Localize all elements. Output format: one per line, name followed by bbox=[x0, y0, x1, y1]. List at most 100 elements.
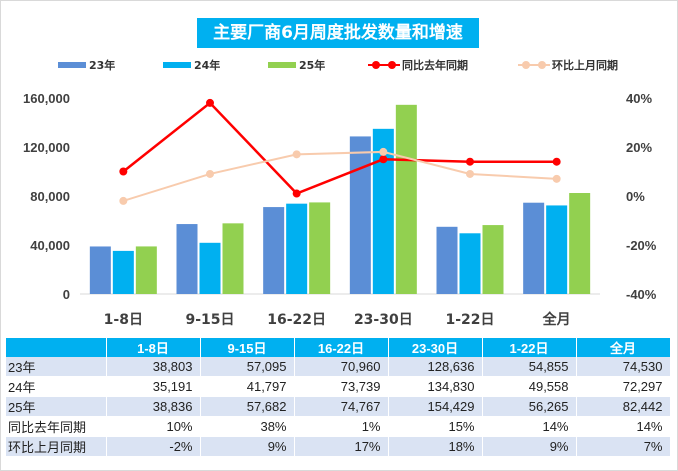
x-tick-label: 全月 bbox=[542, 311, 571, 328]
line-环比上月同期 bbox=[123, 150, 557, 202]
y-left-tick-label: 80,000 bbox=[30, 189, 70, 204]
bar-23年-9-15日 bbox=[176, 224, 198, 294]
legend-swatch-23 bbox=[58, 62, 86, 68]
table-row: 25年 38,836 57,682 74,767 154,429 56,265 … bbox=[6, 396, 671, 417]
table-cell: 41,797 bbox=[200, 376, 295, 397]
legend-item-25: 25年 bbox=[268, 55, 325, 75]
table-row: 24年 35,191 41,797 73,739 134,830 49,558 … bbox=[6, 376, 671, 397]
y-right-tick-label: 0% bbox=[626, 189, 645, 204]
table-cell: 54,855 bbox=[482, 357, 577, 377]
table-cell: 35,191 bbox=[106, 376, 201, 397]
x-axis-labels: 1-8日 9-15日 16-22日 23-30日 1-22日 全月 bbox=[104, 311, 571, 328]
table-cell: 14% bbox=[576, 416, 671, 437]
table-cell: 128,636 bbox=[388, 357, 483, 377]
legend-swatch-yoy bbox=[368, 59, 400, 71]
table-header-cell: 1-8日 bbox=[106, 338, 201, 357]
table-row-label: 24年 bbox=[6, 376, 107, 397]
bar-25年-16-22日 bbox=[309, 202, 331, 294]
table-cell: 9% bbox=[200, 436, 295, 457]
table-cell: 82,442 bbox=[576, 396, 671, 417]
y-right-tick-label: 40% bbox=[626, 91, 652, 106]
table-cell: 49,558 bbox=[482, 376, 577, 397]
table-cell: 74,530 bbox=[576, 357, 671, 377]
table-cell: 18% bbox=[388, 436, 483, 457]
bar-24年-23-30日 bbox=[372, 128, 394, 294]
point-环比上月同期-1-8日 bbox=[119, 196, 128, 205]
point-环比上月同期-9-15日 bbox=[206, 169, 214, 178]
point-同比去年同期-23-30日 bbox=[379, 155, 388, 164]
combo-chart: 0 40,000 80,000 120,000 160,000 -40% -20% 0% 20… bbox=[23, 91, 657, 328]
legend-label-yoy: 同比去年同期 bbox=[402, 59, 468, 72]
bar-24年-16-22日 bbox=[286, 203, 308, 294]
x-tick-label: 16-22日 bbox=[267, 312, 326, 328]
bar-24年-9-15日 bbox=[199, 242, 221, 294]
point-同比去年同期-1-22日 bbox=[466, 157, 474, 166]
bar-24年-1-22日 bbox=[459, 233, 481, 294]
legend-label-25: 25年 bbox=[299, 59, 326, 72]
table-row: 环比上月同期 -2% 9% 17% 18% 9% 7% bbox=[6, 436, 671, 457]
bar-23年-1-22日 bbox=[436, 226, 458, 294]
table-row-label: 23年 bbox=[6, 357, 107, 377]
data-table: 1-8日 9-15日 16-22日 23-30日 1-22日 全月 23年 38… bbox=[6, 338, 671, 457]
table-cell: 38,836 bbox=[106, 396, 201, 417]
bar-25年-1-8日 bbox=[135, 246, 157, 294]
line-同比去年同期 bbox=[122, 101, 557, 196]
point-同比去年同期-1-8日 bbox=[119, 167, 128, 176]
table-header-corner bbox=[6, 338, 107, 357]
legend-item-yoy: 同比去年同期 bbox=[368, 55, 468, 75]
x-tick-label: 1-8日 bbox=[104, 312, 143, 328]
table-cell: 38% bbox=[200, 416, 295, 437]
y-left-tick-label: 40,000 bbox=[30, 238, 70, 253]
table-header-cell: 23-30日 bbox=[388, 338, 483, 357]
table-cell: 154,429 bbox=[388, 396, 483, 417]
y-right-tick-label: -20% bbox=[626, 238, 657, 253]
point-环比上月同期-全月 bbox=[552, 174, 561, 183]
table-cell: 72,297 bbox=[576, 376, 671, 397]
x-tick-label: 1-22日 bbox=[445, 312, 494, 328]
table-cell: 10% bbox=[106, 416, 201, 437]
chart-title: 主要厂商6月周度批发数量和增速 bbox=[197, 18, 479, 48]
table-row: 同比去年同期 10% 38% 1% 15% 14% 14% bbox=[6, 416, 671, 437]
legend-item-24: 24年 bbox=[163, 55, 220, 75]
legend-label-24: 24年 bbox=[194, 59, 221, 72]
bar-23年-16-22日 bbox=[263, 207, 285, 294]
point-环比上月同期-23-30日 bbox=[379, 147, 388, 156]
y-left-tick-label: 0 bbox=[63, 287, 70, 302]
legend-item-23: 23年 bbox=[58, 55, 115, 75]
lines bbox=[119, 98, 561, 205]
bar-24年-全月 bbox=[546, 205, 568, 294]
table-cell: 9% bbox=[482, 436, 577, 457]
chart-legend: 23年 24年 25年 同比去年同期 环比上月同期 bbox=[0, 55, 678, 75]
bar-23年-1-8日 bbox=[89, 246, 111, 294]
table-header-cell: 1-22日 bbox=[482, 338, 577, 357]
point-同比去年同期-9-15日 bbox=[206, 98, 214, 107]
table-cell: 73,739 bbox=[294, 376, 389, 397]
bars bbox=[89, 104, 591, 294]
legend-label-mom: 环比上月同期 bbox=[552, 59, 618, 72]
table-cell: 7% bbox=[576, 436, 671, 457]
table-cell: 57,095 bbox=[200, 357, 295, 377]
table-header-cell: 9-15日 bbox=[200, 338, 295, 357]
table-cell: 134,830 bbox=[388, 376, 483, 397]
bar-25年-全月 bbox=[569, 193, 591, 294]
y-right-tick-label: -40% bbox=[626, 287, 657, 302]
point-同比去年同期-16-22日 bbox=[292, 189, 301, 198]
y-left-tick-label: 160,000 bbox=[23, 91, 70, 106]
bar-25年-9-15日 bbox=[222, 223, 244, 294]
table-row-label: 环比上月同期 bbox=[6, 436, 107, 457]
legend-item-mom: 环比上月同期 bbox=[518, 55, 618, 75]
bar-24年-1-8日 bbox=[112, 250, 134, 294]
table-cell: 14% bbox=[482, 416, 577, 437]
legend-label-23: 23年 bbox=[89, 59, 116, 72]
table-header-cell: 全月 bbox=[576, 338, 671, 357]
table-cell: 38,803 bbox=[106, 357, 201, 377]
table-cell: -2% bbox=[106, 436, 201, 457]
point-同比去年同期-全月 bbox=[552, 157, 561, 166]
table-cell: 57,682 bbox=[200, 396, 295, 417]
legend-swatch-25 bbox=[268, 62, 296, 68]
legend-swatch-24 bbox=[163, 62, 191, 68]
table-cell: 15% bbox=[388, 416, 483, 437]
bar-23年-全月 bbox=[523, 202, 545, 294]
table-cell: 74,767 bbox=[294, 396, 389, 417]
table-cell: 56,265 bbox=[482, 396, 577, 417]
